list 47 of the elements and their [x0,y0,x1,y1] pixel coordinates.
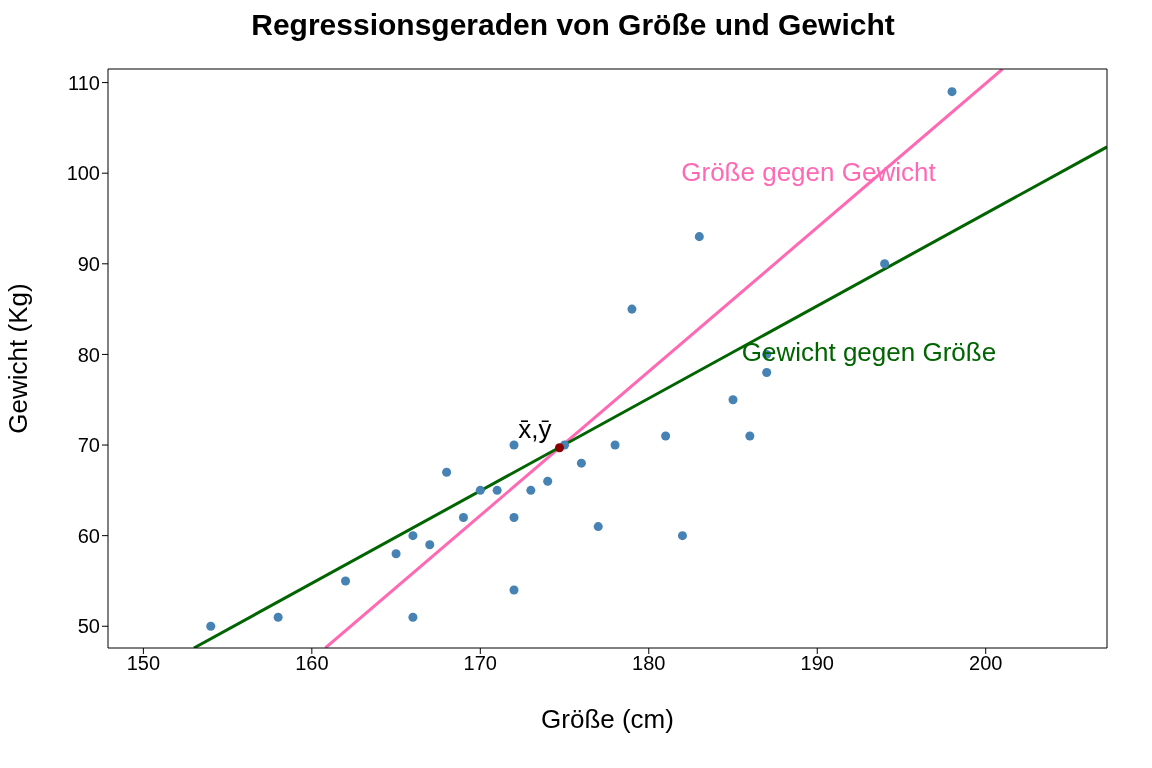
point [677,531,687,541]
x-axis-title: Größe (cm) [541,704,674,734]
point [341,576,351,586]
point [728,395,738,405]
annotation: x̄,ȳ [518,413,552,444]
point [509,440,519,450]
point [880,259,890,269]
point [509,585,519,595]
point [391,549,401,559]
point [492,485,502,495]
x-tick-label: 180 [632,652,666,675]
y-tick-label: 90 [77,252,100,275]
point [661,431,671,441]
point [694,232,704,242]
y-tick-label: 50 [77,615,100,638]
x-tick-label: 160 [295,652,329,675]
point [442,467,452,477]
point [526,485,536,495]
x-tick-label: 150 [126,652,161,675]
point [425,540,435,550]
y-tick-label: 100 [66,162,100,185]
point [408,531,418,541]
y-tick-label: 70 [77,434,100,457]
y-tick-label: 60 [77,524,100,547]
point [543,476,553,486]
point [576,458,586,468]
point [206,621,216,631]
point [762,368,772,378]
point [610,440,620,450]
point [509,513,519,523]
point [273,612,283,622]
x-tick-label: 200 [969,652,1003,675]
point [458,513,468,523]
y-tick-label: 110 [68,71,100,94]
point [947,87,957,97]
point [475,485,485,495]
point [408,612,418,622]
point [745,431,755,441]
chart-title: Regressionsgeraden von Größe und Gewicht [250,8,896,43]
series-label: Gewicht gegen Größe [741,337,997,368]
point [554,443,564,453]
point [593,522,603,532]
y-axis-title: Gewicht (Kg) [3,283,34,434]
x-tick-label: 170 [463,652,497,675]
x-tick-label: 190 [800,652,834,675]
point [627,304,637,314]
y-tick-label: 80 [77,343,100,366]
